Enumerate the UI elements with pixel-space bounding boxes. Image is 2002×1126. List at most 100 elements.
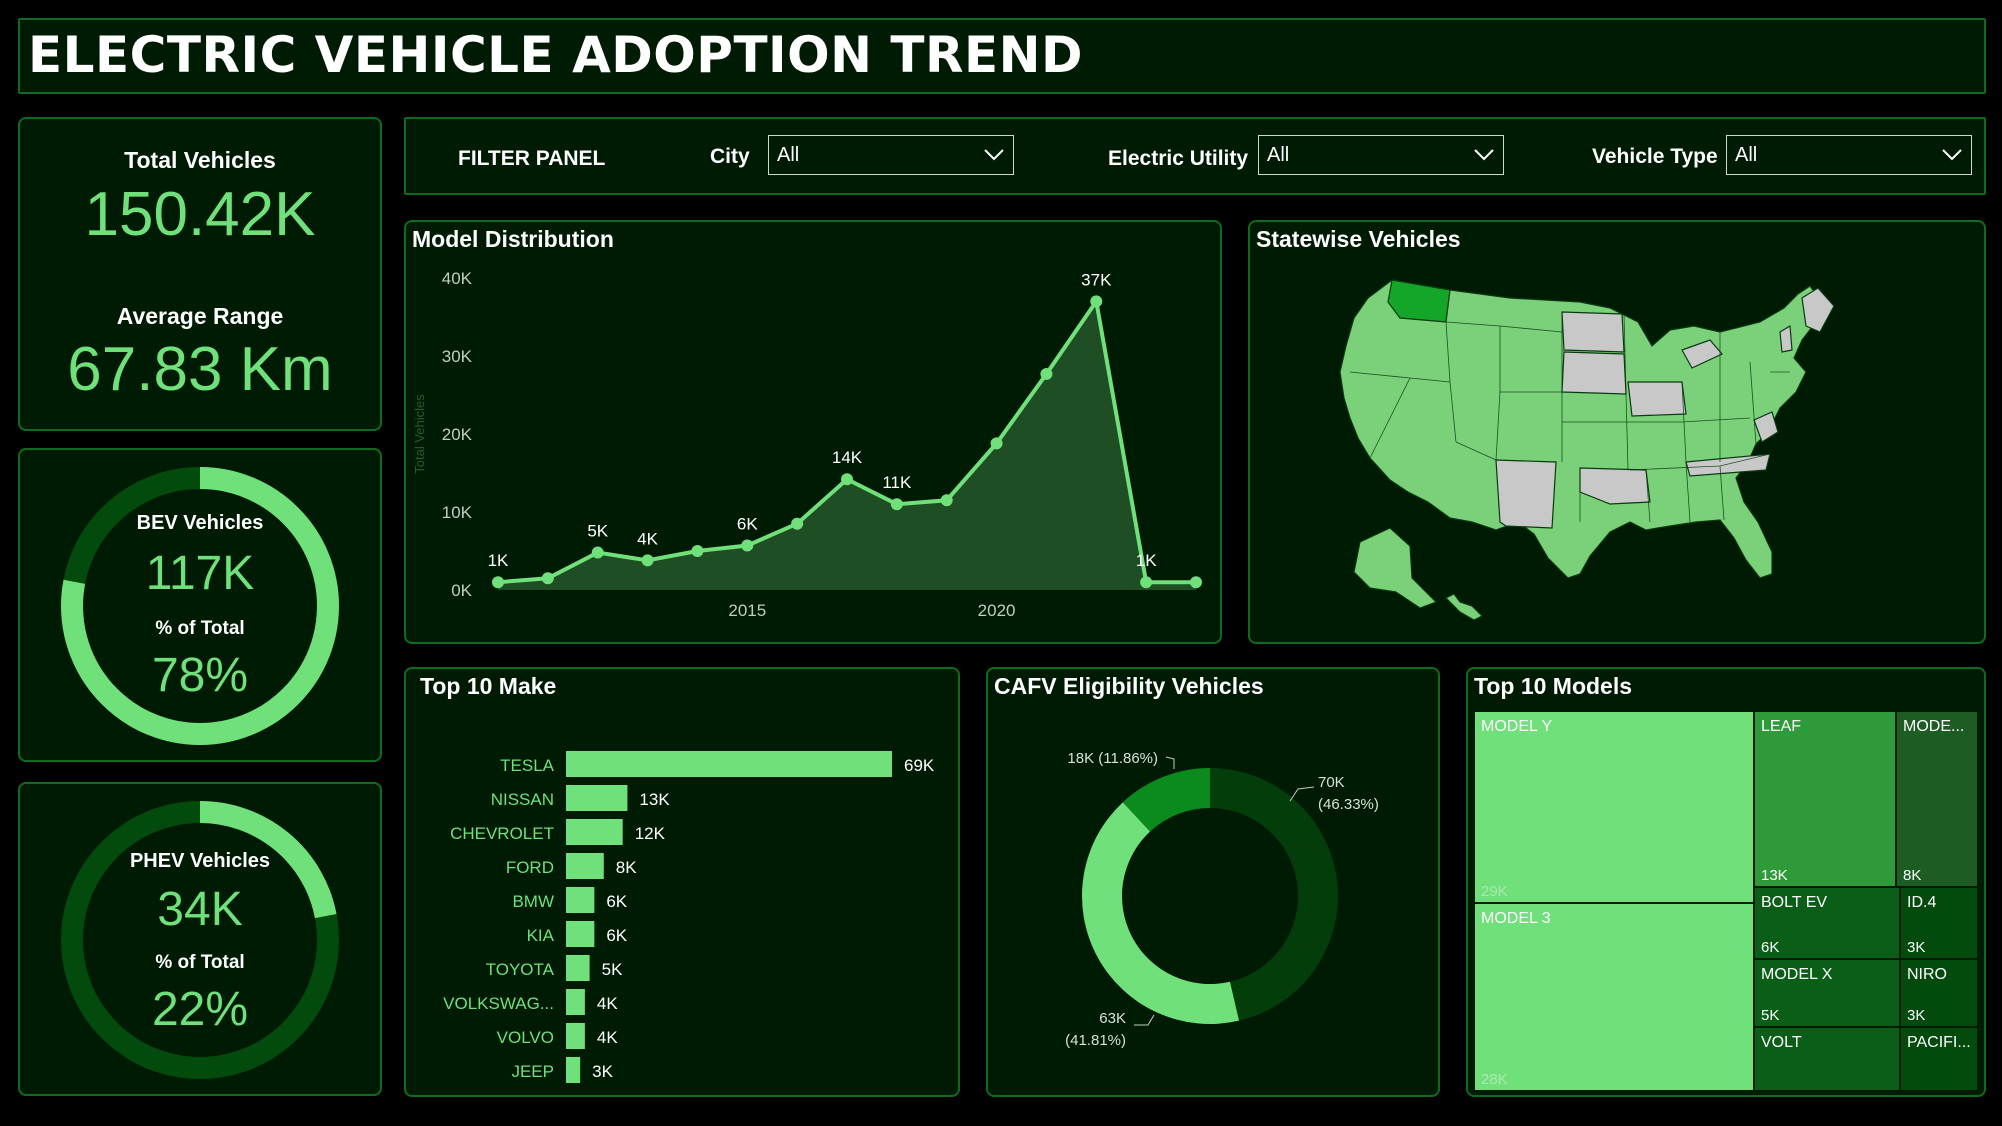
data-point — [1090, 295, 1103, 308]
data-point — [541, 572, 554, 585]
data-point — [841, 473, 853, 486]
total-vehicles-label: Total Vehicles — [124, 147, 276, 173]
bar — [566, 785, 628, 811]
top-make-chart: TESLA 69K NISSAN 13K CHEVROLET 12K FORD 8K BMW 6K… — [443, 751, 935, 1083]
y-tick-label: 20K — [442, 425, 473, 444]
treemap-cell[interactable]: MODEL Y 29K — [1474, 711, 1754, 903]
treemap-cell[interactable]: NIRO 3K — [1900, 959, 1978, 1027]
utility-filter-label: Electric Utility — [1108, 147, 1249, 170]
data-point — [890, 498, 903, 511]
data-point — [741, 539, 754, 552]
bar — [566, 853, 604, 879]
data-label: 6K — [606, 892, 627, 911]
bev-pct-value: 78% — [151, 649, 249, 702]
treemap-cell[interactable]: BOLT EV 6K — [1754, 887, 1900, 959]
leader-line — [1165, 756, 1175, 769]
map-south-dakota — [1561, 351, 1627, 395]
phev-donut-arc — [61, 801, 339, 1079]
treemap-cell[interactable]: LEAF 13K — [1754, 711, 1896, 887]
data-label: 69K — [904, 756, 935, 775]
x-tick-label: 2020 — [978, 601, 1016, 620]
cafv-panel: CAFV Eligibility Vehicles 70K (46.33%) 63K… — [986, 667, 1440, 1097]
model-distribution-panel: Model Distribution 0K 10K 20K 30K 40K 2015 202… — [404, 220, 1222, 644]
phev-pct-label: % of Total — [155, 952, 245, 973]
bev-panel: BEV Vehicles 117K % of Total 78% — [18, 448, 382, 762]
data-label: 11K — [882, 473, 912, 492]
data-label: 14K — [832, 448, 863, 467]
donut-slice — [1122, 768, 1210, 832]
phev-value: 34K — [157, 883, 243, 936]
data-point — [691, 545, 704, 557]
phev-pct-value: 22% — [151, 983, 249, 1036]
data-label: 5K — [587, 522, 608, 541]
map-state-borders — [1349, 289, 1790, 523]
data-label: 3K — [592, 1062, 613, 1081]
vehicle-type-filter-label: Vehicle Type — [1592, 145, 1718, 168]
bar — [566, 751, 892, 777]
kpi-panel: Total Vehicles 150.42K Average Range 67.… — [18, 117, 382, 431]
slice-percent-label: (46.33%) — [1318, 796, 1379, 813]
model-distribution-chart: 0K 10K 20K 30K 40K 2015 2020 Total Vehicles 1K 5K… — [412, 269, 1202, 620]
map-vermont — [1779, 324, 1793, 353]
average-range-value: 67.83 Km — [67, 335, 333, 404]
treemap-cell-label: LEAF — [1761, 718, 1802, 735]
data-label: 4K — [597, 1028, 618, 1047]
utility-dropdown-value: All — [1267, 144, 1290, 166]
bar — [566, 819, 623, 845]
bev-donut — [61, 467, 339, 745]
y-axis-label: Total Vehicles — [412, 394, 427, 474]
treemap-cell-value: 28K — [1481, 1071, 1508, 1088]
treemap-cell[interactable]: MODE... 8K — [1896, 711, 1978, 887]
data-label: 12K — [635, 824, 666, 843]
bev-value: 117K — [145, 547, 255, 600]
top-models-panel: Top 10 Models MODEL Y 29K MODEL 3 28K LEAF 13… — [1466, 667, 1986, 1097]
treemap-cell-value: 29K — [1481, 883, 1508, 900]
map-tennessee — [1685, 453, 1771, 477]
bar — [566, 1057, 581, 1083]
treemap-cell-value: 6K — [1761, 939, 1780, 956]
map-west-virginia — [1753, 411, 1779, 443]
data-point — [1190, 576, 1202, 589]
data-label: 4K — [597, 994, 618, 1013]
treemap-cell[interactable]: MODEL X 5K — [1754, 959, 1900, 1027]
data-point — [1040, 367, 1053, 380]
filter-panel: FILTER PANEL City All Electric Utility A… — [404, 117, 1986, 195]
bar — [566, 1023, 585, 1049]
data-label: 4K — [637, 529, 658, 548]
category-label: FORD — [506, 858, 554, 877]
treemap-cell-value: 3K — [1907, 1007, 1926, 1024]
treemap-cell[interactable]: MODEL 3 28K — [1474, 903, 1754, 1091]
y-tick-label: 10K — [442, 503, 473, 522]
data-point — [1140, 576, 1153, 589]
vehicle-type-dropdown[interactable]: All — [1726, 135, 1972, 175]
category-label: TESLA — [500, 756, 555, 775]
map-michigan-west — [1681, 339, 1723, 369]
category-label: CHEVROLET — [450, 824, 554, 843]
top-models-title: Top 10 Models — [1474, 673, 1633, 699]
map-north-dakota — [1561, 311, 1625, 353]
vehicle-type-dropdown-value: All — [1735, 144, 1758, 166]
top-models-treemap: MODEL Y 29K MODEL 3 28K LEAF 13K MODE... 8K BOLT… — [1474, 711, 1978, 1091]
title-bar: ELECTRIC VEHICLE ADOPTION TREND — [18, 18, 1986, 94]
treemap-cell[interactable]: ID.4 3K — [1900, 887, 1978, 959]
total-vehicles-value: 150.42K — [84, 180, 316, 249]
bev-pct-label: % of Total — [155, 618, 245, 639]
treemap-cell[interactable]: PACIFI... — [1900, 1027, 1978, 1091]
city-dropdown[interactable]: All — [768, 135, 1014, 175]
treemap-cell-label: ID.4 — [1907, 894, 1937, 911]
category-label: VOLKSWAG... — [443, 994, 554, 1013]
statewise-panel: Statewise Vehicles — [1248, 220, 1986, 644]
y-tick-label: 30K — [442, 347, 473, 366]
area-fill — [498, 301, 1196, 590]
donut-slice — [1082, 802, 1240, 1024]
phev-donut — [61, 801, 339, 1079]
donut-slice — [1210, 768, 1338, 1021]
treemap-cell[interactable]: VOLT — [1754, 1027, 1900, 1091]
chevron-down-icon — [1942, 149, 1962, 161]
utility-dropdown[interactable]: All — [1258, 135, 1504, 175]
category-label: NISSAN — [491, 790, 554, 809]
dashboard-title: ELECTRIC VEHICLE ADOPTION TREND — [28, 26, 1084, 84]
treemap-cell-label: MODEL X — [1761, 966, 1833, 983]
data-point — [591, 546, 604, 559]
slice-label: 18K (11.86%) — [1067, 750, 1158, 767]
